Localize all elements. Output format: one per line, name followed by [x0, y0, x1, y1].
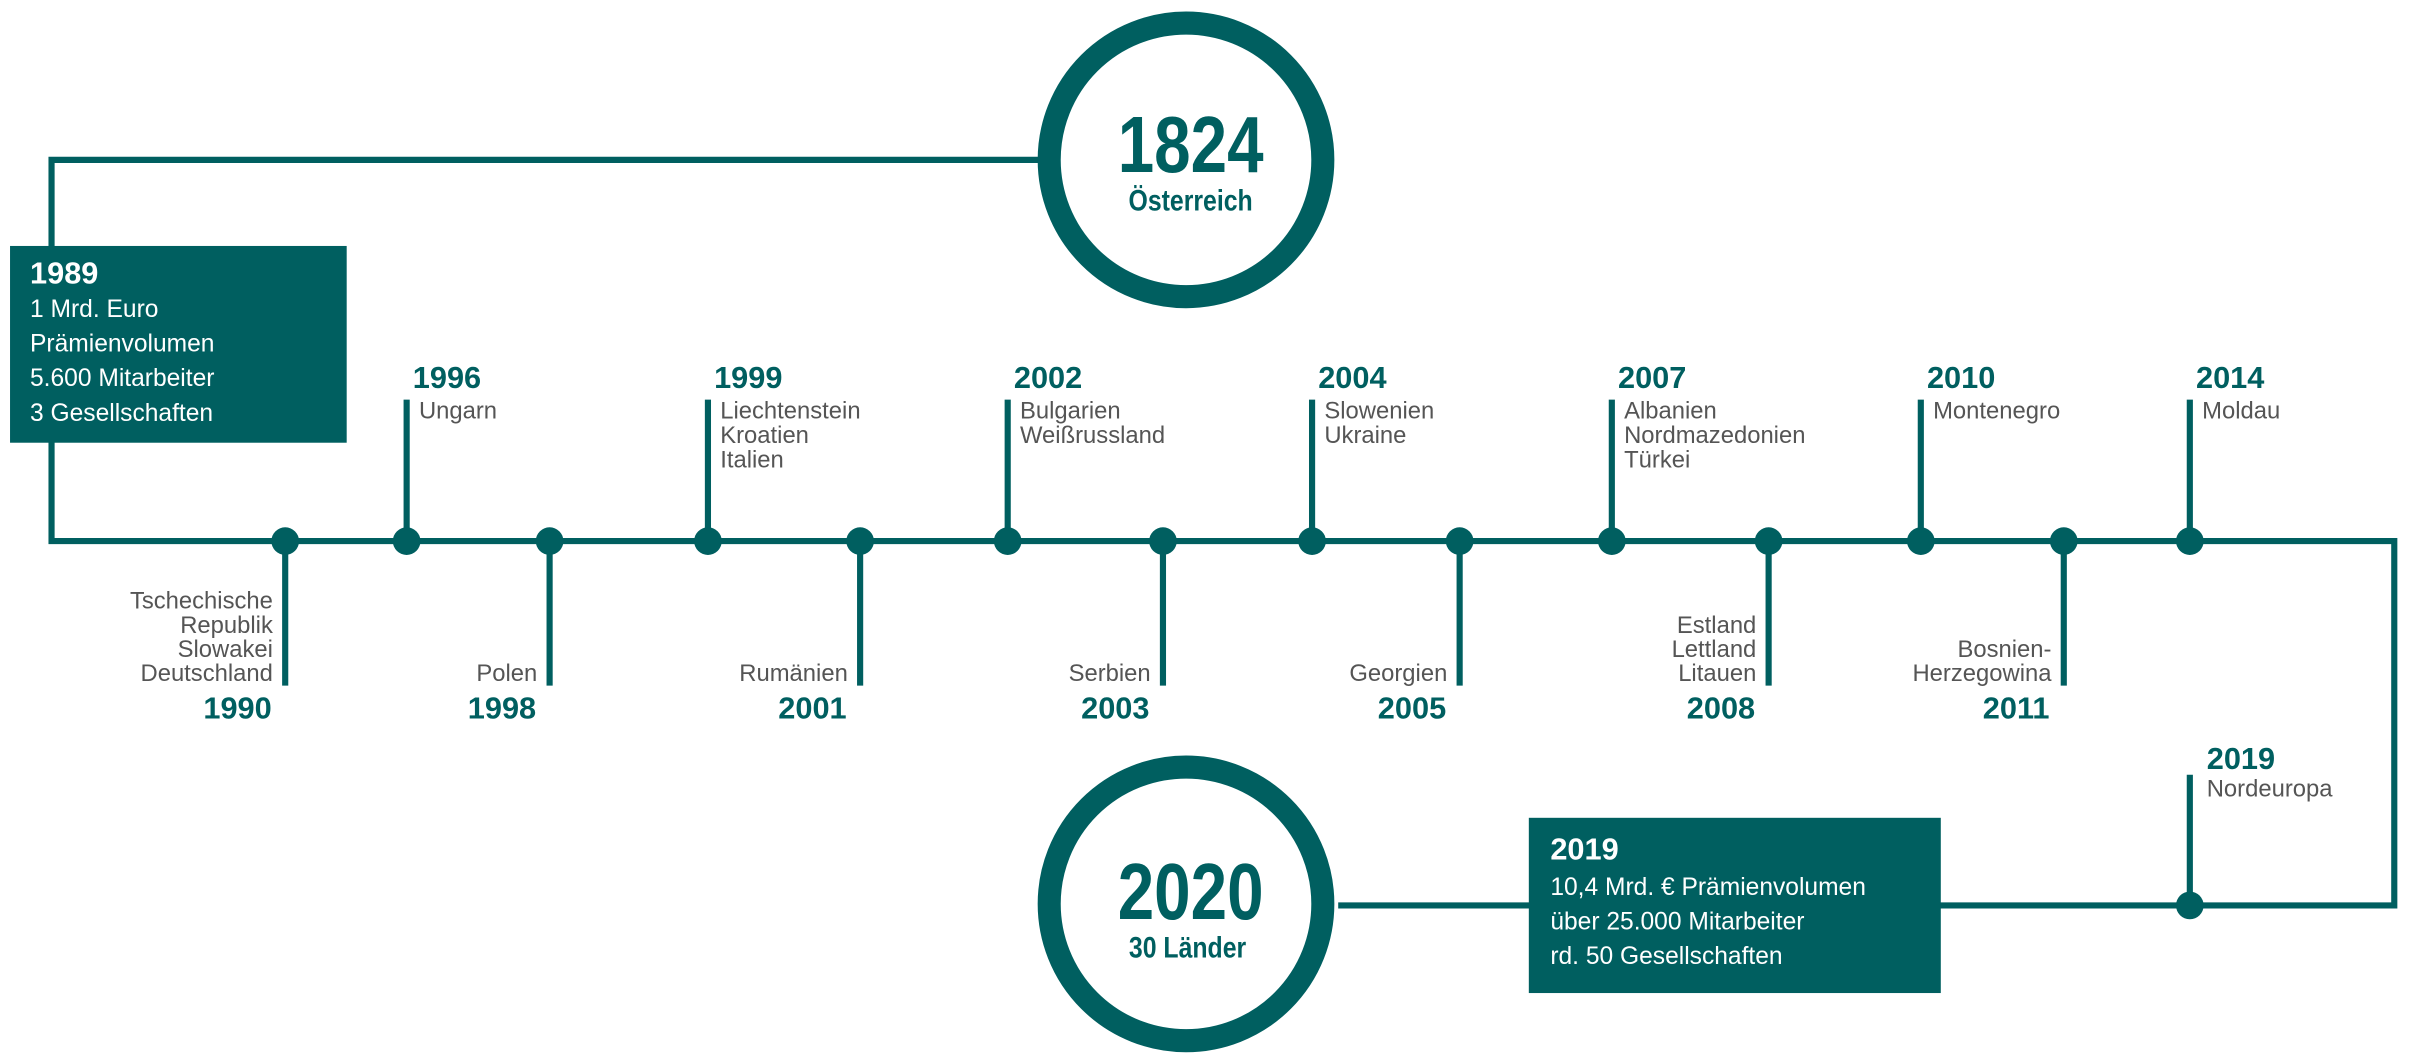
- box-line: 3 Gesellschaften: [30, 400, 213, 427]
- box-line: 1 Mrd. Euro: [30, 296, 158, 323]
- event-line: Slowenien: [1324, 397, 1434, 424]
- event-year: 2010: [1927, 360, 1995, 395]
- event-line: Polen: [476, 660, 537, 687]
- event-year: 2011: [1983, 690, 2050, 725]
- event-line: Nordmazedonien: [1624, 422, 1805, 449]
- dot: [2049, 527, 2078, 555]
- end-circle: [1037, 755, 1335, 1053]
- end-label: 30 Länder: [1129, 931, 1247, 964]
- event-year: 1996: [413, 360, 481, 395]
- dot: [1298, 527, 1326, 555]
- start-circle: [1037, 11, 1335, 309]
- event-line: Türkei: [1624, 446, 1690, 473]
- box-line: 5.600 Mitarbeiter: [30, 365, 214, 392]
- event-line: Republik: [180, 612, 273, 639]
- event-line: Moldau: [2202, 397, 2280, 424]
- timeline-line: [48, 156, 2398, 909]
- start-year: 1824: [1118, 101, 1264, 190]
- event-year: 2008: [1687, 690, 1755, 725]
- dot: [1597, 527, 1626, 555]
- box-year: 2019: [1550, 832, 1618, 867]
- dot: [1149, 527, 1177, 555]
- end-year: 2020: [1118, 848, 1264, 937]
- event-line: Slowakei: [178, 636, 273, 663]
- event-year: 2004: [1318, 360, 1386, 395]
- dot: [1906, 527, 1935, 555]
- dot: [846, 527, 874, 555]
- dot: [535, 527, 564, 555]
- box-line: über 25.000 Mitarbeiter: [1550, 909, 1804, 936]
- box-line: Prämienvolumen: [30, 331, 214, 358]
- event-line: Kroatien: [720, 422, 809, 449]
- event-line: Italien: [720, 446, 784, 473]
- event-year: 2002: [1014, 360, 1082, 395]
- event-line: Albanien: [1624, 397, 1717, 424]
- event-line: Ukraine: [1324, 422, 1406, 449]
- event-line: Weißrussland: [1020, 422, 1165, 449]
- dot: [392, 527, 421, 555]
- event-year: 2005: [1378, 690, 1446, 725]
- start-label: Österreich: [1129, 184, 1253, 217]
- dot: [2175, 891, 2204, 920]
- event-line: Herzegowina: [1912, 660, 2052, 687]
- event-line: Lettland: [1672, 636, 1757, 663]
- event-year: 2014: [2196, 360, 2264, 395]
- event-line: Estland: [1677, 612, 1756, 639]
- event-line: Liechtenstein: [720, 397, 860, 424]
- event-line: Montenegro: [1933, 397, 2060, 424]
- event-line: Bulgarien: [1020, 397, 1121, 424]
- event-year: 1999: [714, 360, 782, 395]
- dot: [2175, 527, 2204, 555]
- event-line: Tschechische: [130, 588, 273, 615]
- event-line: Ungarn: [419, 397, 497, 424]
- dot: [694, 527, 722, 555]
- event-line: Litauen: [1678, 660, 1756, 687]
- event-year: 2003: [1081, 690, 1149, 725]
- event-year: 2007: [1618, 360, 1686, 395]
- event-year: 2019: [2207, 741, 2275, 776]
- event-year: 1990: [203, 690, 271, 725]
- start-box: [10, 245, 347, 443]
- box-line: rd. 50 Gesellschaften: [1550, 943, 1782, 970]
- event-line: Rumänien: [739, 660, 848, 687]
- end-box: [1528, 817, 1941, 994]
- dot: [1754, 527, 1783, 555]
- event-line: Georgien: [1349, 660, 1447, 687]
- event-line: Nordeuropa: [2207, 775, 2334, 802]
- box-year: 1989: [30, 255, 98, 290]
- event-year: 1998: [468, 690, 536, 725]
- event-line: Bosnien-: [1957, 636, 2051, 663]
- box-line: 10,4 Mrd. € Prämienvolumen: [1550, 874, 1866, 901]
- dot: [271, 527, 300, 555]
- event-year: 2001: [778, 690, 846, 725]
- dot: [993, 527, 1022, 555]
- dot: [1445, 527, 1474, 555]
- event-line: Deutschland: [141, 660, 273, 687]
- event-line: Serbien: [1069, 660, 1151, 687]
